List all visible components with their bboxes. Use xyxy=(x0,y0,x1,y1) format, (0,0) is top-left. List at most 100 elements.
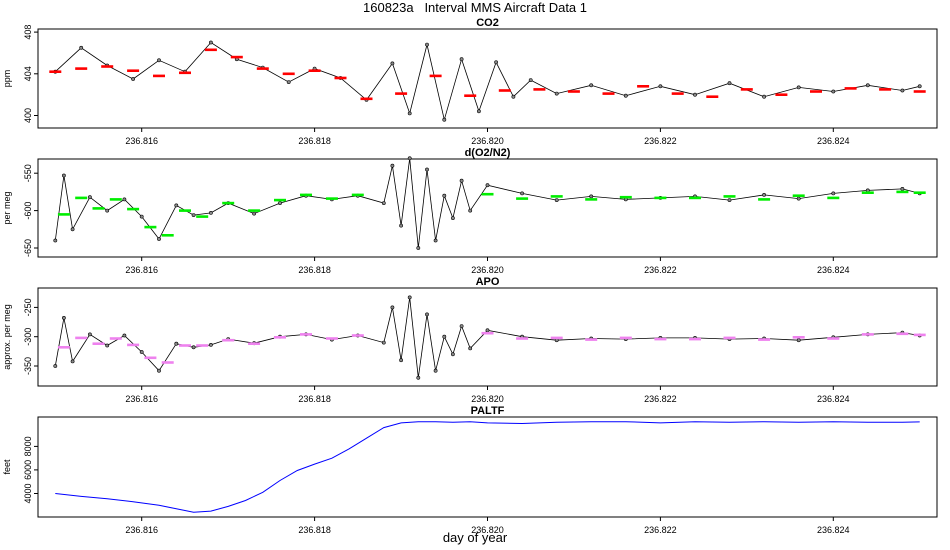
apo-raw-point xyxy=(105,343,110,348)
co2-raw-point xyxy=(865,83,870,88)
paltf-x-tick-label: 236.816 xyxy=(125,525,158,535)
co2-y-tick-label: 400 xyxy=(23,108,33,123)
o2n2-raw-point xyxy=(459,178,464,183)
o2n2-raw-point xyxy=(399,223,404,228)
o2n2-panel-title: d(O2/N2) xyxy=(465,147,511,159)
co2-raw-point xyxy=(131,77,136,81)
apo-raw-point xyxy=(468,346,473,351)
apo-y-tick-label: -350 xyxy=(23,357,33,375)
co2-raw-point xyxy=(762,94,767,99)
paltf-panel-title: PALTF xyxy=(471,405,505,417)
co2-raw-point xyxy=(494,60,499,65)
o2n2-raw-point xyxy=(589,194,594,199)
co2-raw-point xyxy=(442,117,447,122)
co2-x-tick-label: 236.820 xyxy=(471,136,504,146)
co2-raw-point xyxy=(425,42,429,47)
apo-raw-point xyxy=(459,324,464,329)
paltf-x-tick-label: 236.818 xyxy=(298,525,331,535)
co2-raw-point xyxy=(79,45,84,50)
co2-raw-point xyxy=(157,58,161,63)
o2n2-raw-point xyxy=(520,191,525,196)
co2-raw-point xyxy=(390,61,395,66)
paltf-panel: PALTF 4000 6000 8000 feet 236.816 236.818 236.8… xyxy=(2,405,938,535)
o2n2-y-tick-label: -600 xyxy=(23,202,33,220)
o2n2-raw-point xyxy=(433,238,438,243)
o2n2-raw-point xyxy=(53,238,58,243)
x-axis-label: day of year xyxy=(442,530,508,545)
co2-panel-title: CO2 xyxy=(476,17,499,29)
figure-title: 160823a Interval MMS Aircraft Data 1 xyxy=(363,0,587,15)
o2n2-raw-point xyxy=(208,210,213,215)
o2n2-raw-point xyxy=(88,195,92,200)
apo-x-tick-label: 236.822 xyxy=(644,394,677,404)
apo-x-tick-label: 236.820 xyxy=(471,394,504,404)
co2-x-tick-label: 236.822 xyxy=(644,136,677,146)
o2n2-raw-point xyxy=(174,203,179,208)
co2-y-axis-label: ppm xyxy=(2,70,12,88)
paltf-y-tick-label: 4000 xyxy=(23,483,33,503)
apo-panel-title: APO xyxy=(476,276,500,288)
apo-raw-point xyxy=(88,332,92,337)
apo-raw-point xyxy=(381,340,386,345)
o2n2-x-tick-label: 236.820 xyxy=(471,265,504,275)
co2-plot-frame xyxy=(37,28,938,129)
apo-raw-point xyxy=(174,341,179,346)
o2n2-raw-point xyxy=(390,163,395,168)
co2-raw-point xyxy=(831,89,836,94)
o2n2-panel: d(O2/N2) -550 -600 -650 per meg 236.816 236.81… xyxy=(2,147,938,275)
co2-raw-point xyxy=(286,80,291,85)
apo-y-tick-label: -300 xyxy=(23,328,33,346)
o2n2-raw-point xyxy=(139,214,144,219)
o2n2-raw-point xyxy=(191,213,196,218)
o2n2-raw-point xyxy=(62,173,66,178)
o2n2-raw-point xyxy=(122,197,127,202)
apo-raw-point xyxy=(70,359,75,364)
apo-raw-point xyxy=(416,375,421,380)
apo-raw-point xyxy=(208,342,213,347)
o2n2-raw-point xyxy=(70,227,75,232)
o2n2-raw-point xyxy=(105,208,110,213)
co2-y-tick-label: 408 xyxy=(23,25,33,40)
o2n2-raw-series-line xyxy=(54,158,920,249)
apo-y-tick-label: -250 xyxy=(23,298,33,316)
co2-raw-point xyxy=(511,94,516,99)
apo-raw-series-line xyxy=(54,297,920,378)
o2n2-raw-point xyxy=(252,211,257,216)
o2n2-y-tick-label: -650 xyxy=(23,239,33,257)
o2n2-raw-point xyxy=(416,246,421,250)
o2n2-raw-point xyxy=(442,193,447,198)
co2-raw-point xyxy=(623,93,628,98)
co2-raw-point xyxy=(476,109,481,114)
o2n2-raw-point xyxy=(425,167,429,172)
apo-x-tick-label: 236.824 xyxy=(817,394,850,404)
o2n2-raw-point xyxy=(900,186,905,191)
apo-raw-point xyxy=(485,328,490,333)
apo-raw-point xyxy=(139,350,144,354)
co2-x-tick-label: 236.816 xyxy=(125,136,158,146)
apo-raw-point xyxy=(390,305,395,310)
o2n2-raw-point xyxy=(407,156,412,161)
apo-raw-point xyxy=(442,334,447,339)
o2n2-x-tick-label: 236.818 xyxy=(298,265,331,275)
o2n2-raw-point xyxy=(278,201,282,206)
apo-raw-point xyxy=(407,295,412,300)
co2-raw-series-line xyxy=(55,41,920,120)
o2n2-raw-point xyxy=(450,216,455,221)
co2-raw-point xyxy=(459,57,464,62)
paltf-y-tick-label: 8000 xyxy=(23,436,33,456)
o2n2-raw-point xyxy=(831,191,836,196)
co2-raw-point xyxy=(528,78,533,83)
co2-raw-point xyxy=(693,92,697,97)
apo-raw-point xyxy=(450,352,455,357)
co2-raw-point xyxy=(407,111,412,116)
apo-y-axis-label: approx. per meg xyxy=(2,304,12,370)
o2n2-raw-point xyxy=(468,208,473,213)
co2-raw-point xyxy=(900,88,905,93)
o2n2-x-tick-label: 236.816 xyxy=(125,265,158,275)
apo-panel: APO -250 -300 -350 approx. per meg 236.816 236… xyxy=(2,276,938,404)
co2-x-tick-label: 236.824 xyxy=(817,136,850,146)
o2n2-raw-point xyxy=(796,196,801,201)
apo-raw-point xyxy=(425,312,429,317)
co2-raw-point xyxy=(208,40,213,45)
